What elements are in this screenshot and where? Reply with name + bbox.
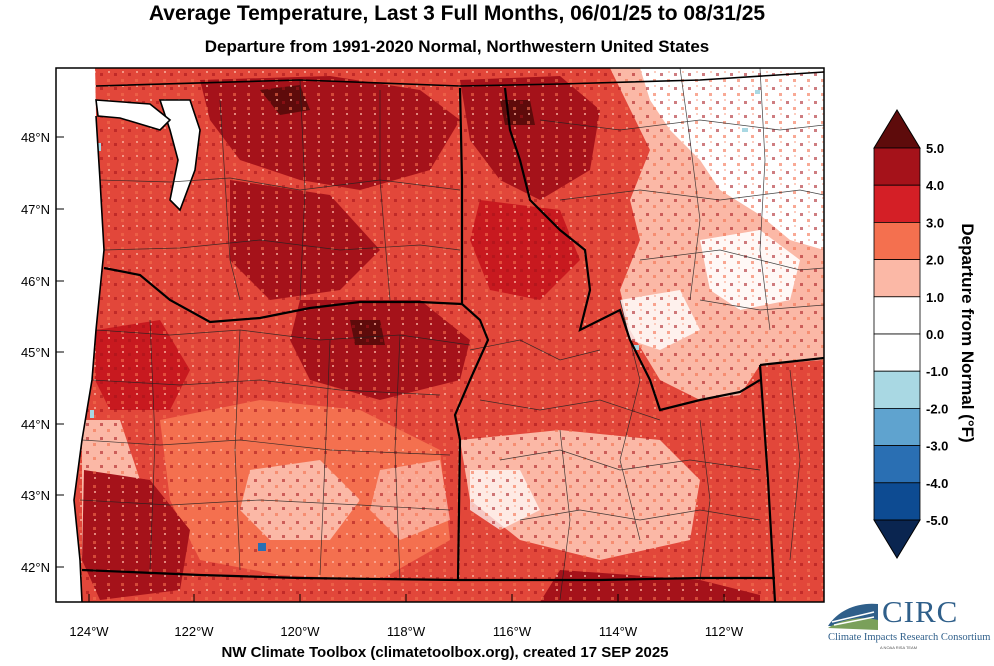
logo-tag: A NOAA RISA TEAM	[880, 645, 918, 650]
lat-label-46: 46°N	[21, 274, 50, 289]
lon-label-120: 120°W	[280, 624, 320, 639]
latitude-ticks	[56, 136, 64, 568]
lon-label-116: 116°W	[493, 624, 532, 639]
colorbar-tick-label: 3.0	[926, 215, 944, 230]
lat-label-43: 43°N	[21, 488, 50, 503]
lat-label-47: 47°N	[21, 202, 50, 217]
colorbar-cap-bottom	[873, 519, 921, 559]
lon-label-124: 124°W	[69, 624, 109, 639]
colorbar-cell	[873, 147, 921, 186]
colorbar-title: Departure from Normal (°F)	[958, 223, 977, 443]
colorbar-tick-label: -3.0	[926, 439, 948, 454]
colorbar-tick-label: 5.0	[926, 141, 944, 156]
longitude-ticks	[88, 594, 725, 602]
colorbar-tick-label: 1.0	[926, 290, 944, 305]
colorbar-tick-label: 4.0	[926, 178, 944, 193]
colorbar-tick-label: 0.0	[926, 327, 944, 342]
colorbar-cap-top	[873, 109, 921, 149]
colorbar-cell	[873, 370, 921, 409]
map-subtitle: Departure from 1991-2020 Normal, Northwe…	[204, 37, 710, 56]
colorbar-cell	[873, 184, 921, 223]
map-frame	[55, 67, 825, 603]
colorbar-cell	[873, 221, 921, 260]
map-field	[56, 68, 824, 602]
colorbar-tick-label: -1.0	[926, 364, 948, 379]
latitude-labels: 48°N 47°N 46°N 45°N 44°N 43°N 42°N	[21, 130, 50, 575]
circ-logo	[828, 603, 878, 630]
colorbar-cell	[873, 445, 921, 484]
lon-label-112: 112°W	[705, 624, 744, 639]
lon-label-122: 122°W	[174, 624, 214, 639]
lat-label-42: 42°N	[21, 560, 50, 575]
colorbar-cell	[873, 259, 921, 298]
logo-full-name: Climate Impacts Research Consortium	[828, 632, 991, 643]
colorbar-cell	[873, 407, 921, 446]
colorbar-tick-label: 2.0	[926, 253, 944, 268]
county-boundaries	[79, 68, 824, 601]
lat-label-48: 48°N	[21, 130, 50, 145]
map-title: Average Temperature, Last 3 Full Months,…	[148, 2, 766, 25]
state-boundaries	[73, 71, 824, 602]
colorbar-tick-label: -2.0	[926, 401, 948, 416]
colorbar-tick-label: -5.0	[926, 513, 948, 528]
colorbar-tick-label: -4.0	[926, 476, 948, 491]
lon-label-114: 114°W	[599, 624, 638, 639]
logo-wordmark: CIRC	[882, 594, 959, 629]
lon-label-118: 118°W	[387, 624, 426, 639]
footer-credit: NW Climate Toolbox (climatetoolbox.org),…	[221, 644, 669, 661]
colorbar-cell	[873, 333, 921, 372]
lat-label-45: 45°N	[21, 345, 50, 360]
colorbar-cell	[873, 482, 921, 521]
lat-label-44: 44°N	[21, 417, 50, 432]
colorbar-cell	[873, 296, 921, 335]
longitude-labels: 124°W 122°W 120°W 118°W 116°W 114°W 112°…	[69, 624, 743, 639]
